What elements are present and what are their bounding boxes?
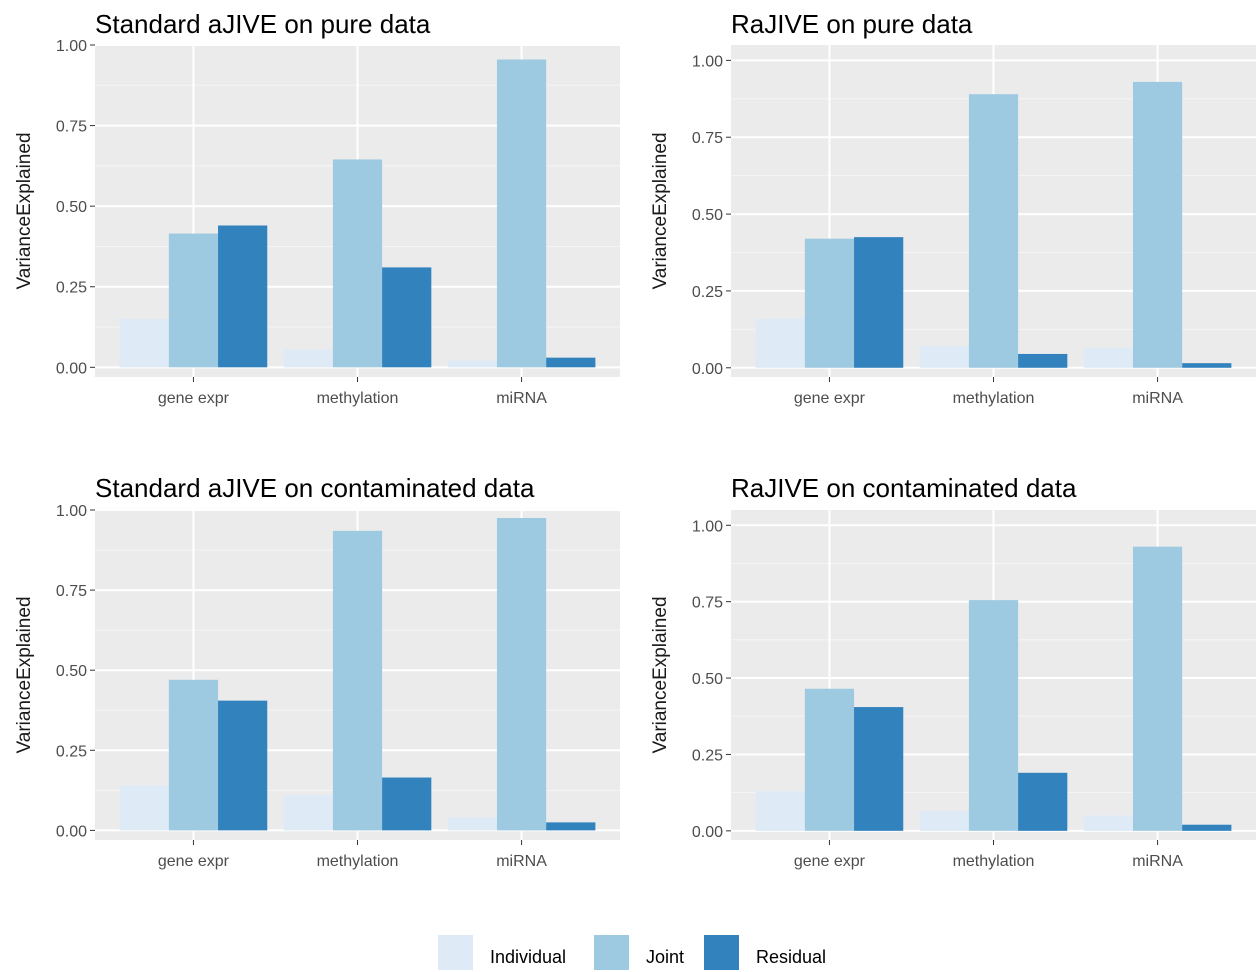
legend: Individual Joint Residual [438, 935, 826, 970]
chart-panel-1: 0.00 0.25 0.50 0.75 1.00 gene expr methylation… [14, 9, 620, 407]
x-tick-label: miRNA [496, 853, 547, 870]
chart-title: RaJIVE on contaminated data [731, 473, 1077, 503]
y-tick-label: 0.25 [692, 284, 723, 301]
x-tick-label: gene expr [794, 390, 866, 407]
bar [546, 357, 596, 368]
bar [218, 700, 268, 831]
bar [1018, 353, 1068, 368]
y-tick-label: 0.50 [56, 199, 87, 216]
bar [919, 810, 969, 831]
chart-title: RaJIVE on pure data [731, 9, 973, 39]
bar [447, 360, 497, 368]
y-tick-label: 0.25 [692, 747, 723, 764]
bar [804, 688, 855, 831]
legend-label: Joint [646, 947, 684, 967]
legend-swatch [704, 935, 739, 970]
x-tick-label: miRNA [1132, 853, 1183, 870]
chart-panel-2: 0.00 0.25 0.50 0.75 1.00 gene expr methylation… [650, 9, 1256, 407]
bar [1018, 772, 1068, 831]
bar [382, 777, 432, 831]
x-tick-label: methylation [317, 853, 399, 870]
panels: 0.00 0.25 0.50 0.75 1.00 gene expr methylation… [14, 9, 1256, 870]
bar [1182, 363, 1232, 368]
chart-title: Standard aJIVE on contaminated data [95, 473, 535, 503]
y-tick-label: 0.75 [56, 119, 87, 136]
y-tick-label: 1.00 [692, 53, 723, 70]
y-tick-label: 0.50 [692, 671, 723, 688]
bar [332, 159, 383, 368]
legend-label: Residual [756, 947, 826, 967]
legend-swatch [438, 935, 473, 970]
y-tick-label: 0.25 [56, 280, 87, 297]
y-tick-label: 1.00 [56, 38, 87, 55]
bar [382, 267, 432, 368]
chart-panel-3: 0.00 0.25 0.50 0.75 1.00 gene expr methylation… [14, 473, 620, 870]
y-axis-label: VarianceExplained [14, 132, 35, 289]
bar [804, 238, 855, 368]
x-tick-label: miRNA [496, 390, 547, 407]
bar [119, 318, 169, 368]
x-tick-label: methylation [953, 853, 1035, 870]
bar [496, 59, 547, 368]
y-axis-label: VarianceExplained [650, 596, 671, 753]
bar [854, 237, 904, 368]
x-tick-label: miRNA [1132, 390, 1183, 407]
bar [1083, 815, 1133, 831]
x-tick-label: gene expr [158, 390, 230, 407]
bar [332, 530, 383, 831]
bar [755, 318, 805, 368]
bar [283, 349, 333, 368]
y-tick-label: 0.75 [692, 130, 723, 147]
bar [968, 94, 1019, 368]
y-tick-label: 0.75 [56, 583, 87, 600]
bar [919, 346, 969, 368]
y-tick-label: 0.75 [692, 595, 723, 612]
bar [447, 817, 497, 831]
y-axis-label: VarianceExplained [14, 596, 35, 753]
bar [218, 225, 268, 368]
bar [755, 791, 805, 831]
y-tick-label: 1.00 [692, 518, 723, 535]
y-tick-label: 0.25 [56, 743, 87, 760]
bar [283, 795, 333, 831]
bar [168, 233, 219, 368]
bar [546, 822, 596, 831]
bar [496, 518, 547, 831]
bar [968, 600, 1019, 831]
chart-title: Standard aJIVE on pure data [95, 9, 431, 39]
y-tick-label: 0.00 [56, 823, 87, 840]
y-tick-label: 0.00 [692, 824, 723, 841]
y-tick-label: 1.00 [56, 503, 87, 520]
x-tick-label: methylation [953, 390, 1035, 407]
bar [168, 679, 219, 831]
bar [1083, 347, 1133, 368]
bar [119, 785, 169, 831]
legend-label: Individual [490, 947, 566, 967]
bar [1132, 81, 1183, 368]
x-tick-label: methylation [317, 390, 399, 407]
bar [1182, 824, 1232, 831]
y-tick-label: 0.50 [56, 663, 87, 680]
x-tick-label: gene expr [158, 853, 230, 870]
bar [854, 707, 904, 831]
y-tick-label: 0.00 [692, 361, 723, 378]
chart-panel-4: 0.00 0.25 0.50 0.75 1.00 gene expr methylation… [650, 473, 1256, 870]
y-axis-label: VarianceExplained [650, 132, 671, 289]
y-tick-label: 0.50 [692, 207, 723, 224]
bar [1132, 546, 1183, 831]
y-tick-label: 0.00 [56, 360, 87, 377]
x-tick-label: gene expr [794, 853, 866, 870]
legend-swatch [594, 935, 629, 970]
